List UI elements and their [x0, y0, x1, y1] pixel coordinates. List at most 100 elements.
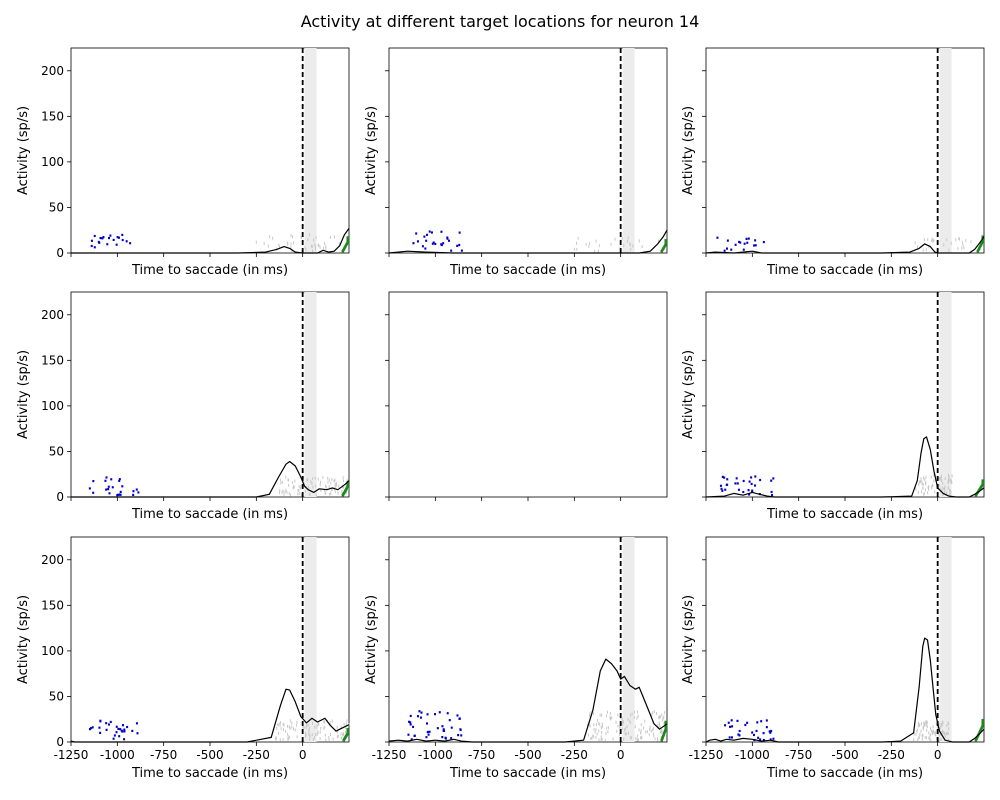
target-onset-marker: [436, 727, 439, 730]
target-onset-marker: [123, 738, 126, 741]
x-tick-label: -500: [514, 748, 541, 762]
x-tick-label: -1000: [418, 748, 453, 762]
target-onset-marker: [113, 734, 116, 737]
target-onset-marker: [426, 233, 429, 236]
end-event-marker: [346, 240, 349, 243]
end-event-marker: [664, 724, 667, 728]
end-event-marker: [975, 737, 978, 740]
end-event-marker: [980, 726, 983, 730]
target-onset-marker: [115, 725, 118, 728]
end-event-marker: [981, 722, 984, 725]
end-event-marker: [974, 738, 978, 742]
target-onset-marker: [101, 237, 104, 240]
target-onset-marker: [728, 736, 731, 739]
target-onset-marker: [116, 236, 119, 239]
x-axis-label: Time to saccade (in ms): [131, 263, 288, 278]
target-onset-marker: [765, 726, 768, 729]
end-event-marker: [661, 737, 664, 740]
target-onset-marker: [93, 246, 96, 249]
subplot-bottom-center: -1250 -1000 -750 -500 -250 0 Time to saccade (…: [364, 536, 668, 781]
y-axis-label: Activity (sp/s): [16, 350, 31, 439]
target-onset-marker: [428, 730, 431, 733]
target-onset-marker: [456, 244, 459, 247]
end-event-marker: [979, 244, 982, 248]
target-onset-marker: [748, 493, 751, 496]
firing-rate-line: [71, 460, 350, 498]
x-axis-label: Time to saccade (in ms): [131, 507, 288, 522]
target-onset-marker: [419, 716, 422, 719]
target-onset-marker: [736, 719, 739, 722]
end-event-marker: [662, 246, 666, 249]
target-onset-marker: [754, 484, 757, 487]
target-onset-marker: [770, 729, 773, 733]
target-onset-marker: [132, 493, 135, 497]
target-onset-marker: [724, 488, 727, 491]
subplot-middle-right: Time to saccade (in ms) Activity (sp/s): [681, 291, 985, 522]
target-onset-marker: [734, 243, 737, 246]
end-event-marker: [977, 248, 980, 252]
target-onset-marker: [426, 722, 429, 725]
x-axis-label: Time to saccade (in ms): [131, 766, 288, 781]
post-saccade-window: [939, 537, 952, 742]
target-onset-marker: [448, 719, 451, 722]
end-event-marker: [346, 241, 349, 244]
target-onset-marker: [88, 728, 91, 731]
target-onset-marker: [734, 482, 737, 485]
x-tick-label: -1250: [372, 748, 407, 762]
target-onset-marker: [742, 479, 745, 483]
target-onset-marker: [735, 477, 738, 480]
x-tick-label: -750: [150, 748, 177, 762]
target-onset-marker: [736, 482, 739, 485]
end-event-marker: [981, 723, 984, 726]
y-tick-label: 150: [41, 353, 64, 367]
end-event-marker: [664, 726, 667, 729]
post-saccade-window: [622, 537, 635, 742]
target-onset-marker: [747, 237, 750, 240]
target-onset-marker: [118, 479, 121, 482]
target-onset-marker: [99, 731, 102, 734]
target-onset-marker: [759, 738, 762, 741]
x-tick-label: -750: [785, 748, 812, 762]
target-onset-marker: [457, 734, 460, 737]
end-event-marker: [979, 729, 982, 733]
y-axis-label: Activity (sp/s): [16, 106, 31, 195]
target-onset-marker: [129, 242, 132, 245]
target-onset-marker: [105, 488, 108, 491]
post-saccade-window: [939, 48, 952, 253]
target-onset-marker: [737, 733, 740, 736]
target-onset-marker: [460, 734, 463, 737]
end-event-marker: [978, 246, 982, 249]
target-onset-marker: [460, 249, 463, 252]
x-tick-label: 0: [934, 748, 942, 762]
target-onset-marker: [446, 712, 449, 715]
end-event-marker: [981, 235, 984, 238]
target-onset-marker: [99, 236, 102, 240]
y-tick-label: 150: [41, 109, 64, 123]
target-onset-marker: [442, 729, 445, 732]
end-event-marker: [663, 730, 667, 733]
target-onset-marker: [450, 249, 453, 252]
target-onset-marker: [409, 721, 412, 724]
target-onset-marker: [721, 489, 724, 492]
end-event-marker: [664, 720, 667, 724]
target-onset-marker: [123, 730, 126, 733]
target-onset-marker: [738, 729, 741, 733]
target-onset-marker: [770, 479, 773, 482]
x-axis-label: Time to saccade (in ms): [449, 263, 606, 278]
target-onset-marker: [117, 493, 120, 496]
target-onset-marker: [107, 723, 110, 726]
subplot-bottom-left: -1250 -1000 -750 -500 -250 0 0 50 100 150 200 Time …: [16, 536, 350, 781]
target-onset-marker: [119, 493, 122, 496]
target-onset-marker: [90, 239, 93, 242]
target-onset-marker: [729, 725, 732, 728]
target-onset-marker: [111, 486, 114, 489]
target-onset-marker: [410, 738, 413, 741]
target-onset-marker: [121, 730, 124, 733]
target-onset-marker: [91, 726, 94, 729]
end-event-marker: [346, 237, 349, 240]
end-event-marker: [664, 241, 667, 244]
y-tick-label: 0: [56, 735, 64, 749]
target-onset-marker: [421, 245, 424, 248]
post-saccade-window: [622, 48, 635, 253]
target-onset-marker: [748, 480, 751, 483]
